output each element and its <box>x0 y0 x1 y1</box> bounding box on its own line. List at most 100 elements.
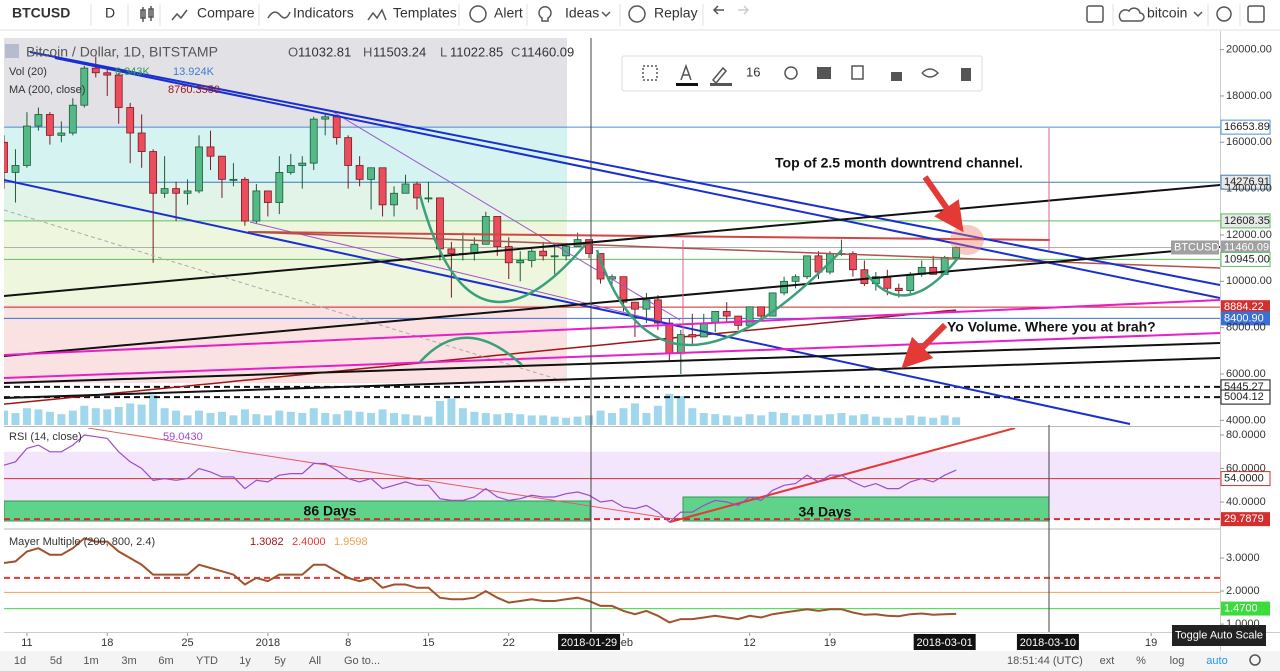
price-tag-label: 29.7879 <box>1224 513 1264 525</box>
symbol[interactable]: BTCUSD <box>12 5 70 21</box>
settings[interactable] <box>1216 6 1232 22</box>
x-marker-label: 2018-01-29 <box>561 637 617 649</box>
volume-bar <box>585 415 594 425</box>
alert-button[interactable]: Alert <box>494 5 523 21</box>
range-button[interactable]: 3m <box>121 655 136 667</box>
cloud-icon[interactable] <box>1118 7 1145 22</box>
candle-body <box>45 114 54 136</box>
candle-body <box>665 322 674 354</box>
range-button[interactable]: 5d <box>50 655 62 667</box>
indicators-icon[interactable] <box>267 11 291 19</box>
alert-icon[interactable] <box>469 5 487 23</box>
layout-dropdown[interactable] <box>1193 11 1203 18</box>
bottom-settings[interactable] <box>1249 654 1261 666</box>
volume-bar <box>848 415 857 425</box>
undo[interactable] <box>712 5 724 15</box>
range-button[interactable]: 5y <box>274 655 286 667</box>
compare-button[interactable]: Compare <box>197 5 255 21</box>
mayer-value: 1.3082 <box>250 536 284 548</box>
layout-name[interactable]: bitcoin <box>1147 5 1187 21</box>
symbol-title: Bitcoin / Dollar, 1D, BITSTAMP <box>26 44 218 60</box>
clock: 18:51:44 (UTC) <box>1007 655 1083 667</box>
volume-bar <box>860 414 869 425</box>
line-style[interactable] <box>642 65 658 81</box>
range-button[interactable]: 6m <box>158 655 173 667</box>
price-tag <box>1220 389 1271 405</box>
clone-icon[interactable] <box>851 65 864 80</box>
chart-style-icon[interactable] <box>140 6 154 22</box>
ohlc-value: 11032.81 <box>298 44 351 59</box>
settings-icon[interactable] <box>784 66 798 80</box>
volume-bar <box>447 398 456 425</box>
candle-body <box>539 250 548 257</box>
templates-icon[interactable] <box>367 8 387 21</box>
range-button[interactable]: 1y <box>239 655 251 667</box>
line-color[interactable] <box>711 66 728 85</box>
y-tick-label: 8000.00 <box>1226 322 1266 334</box>
volume-bar <box>516 414 525 425</box>
volume-bar <box>412 415 421 425</box>
volume-bar <box>217 411 226 425</box>
font-size[interactable]: 16 <box>746 64 760 79</box>
fill-icon[interactable] <box>817 67 831 79</box>
candle-body <box>332 116 341 139</box>
volume-bar <box>493 414 502 425</box>
x-tick-label: 2018 <box>256 637 280 649</box>
candle-body <box>149 151 158 194</box>
volume-bar <box>814 415 823 425</box>
volume-bar <box>286 411 295 425</box>
symbol-tag <box>1171 240 1219 255</box>
volume-legend: Vol (20) <box>9 66 47 78</box>
compare-icon[interactable] <box>171 9 188 21</box>
candle-body <box>849 253 857 271</box>
x-marker <box>913 634 976 650</box>
candle-body <box>309 118 318 164</box>
text-color[interactable] <box>680 63 692 81</box>
range-button[interactable]: All <box>309 655 321 667</box>
visibility-icon[interactable] <box>921 68 940 78</box>
replay-button[interactable]: Replay <box>654 5 698 21</box>
redo[interactable] <box>738 5 750 15</box>
replay-icon[interactable] <box>628 5 646 23</box>
candle-body <box>481 216 490 245</box>
y-tick-label: 4000.00 <box>1226 414 1266 426</box>
candle-body <box>699 322 708 338</box>
log-button[interactable]: log <box>1170 655 1185 667</box>
volume-bar <box>952 417 961 425</box>
ideas-icon[interactable] <box>538 6 552 22</box>
candle-body <box>286 165 295 173</box>
goto-button[interactable]: Go to... <box>344 655 380 667</box>
candle-body <box>80 67 89 106</box>
volume-bar <box>126 403 135 425</box>
fullscreen[interactable] <box>1086 5 1104 23</box>
snapshot[interactable] <box>1247 5 1265 23</box>
ext-button[interactable]: ext <box>1100 655 1115 667</box>
price-tag <box>1220 213 1271 229</box>
range-button[interactable]: 1m <box>83 655 98 667</box>
volume-value: 13.924K <box>173 66 215 78</box>
ideas-dropdown[interactable] <box>601 11 611 18</box>
volume-bar <box>757 415 766 425</box>
delete-icon[interactable] <box>961 68 971 81</box>
candle-body <box>252 190 261 222</box>
ideas-button[interactable]: Ideas <box>565 5 599 21</box>
x-marker <box>1016 634 1079 650</box>
candle-body <box>413 183 421 199</box>
templates-button[interactable]: Templates <box>393 5 457 21</box>
indicators-button[interactable]: Indicators <box>293 5 354 21</box>
range-button[interactable]: YTD <box>196 655 218 667</box>
auto-button[interactable]: auto <box>1206 655 1227 667</box>
ohlc-prefix: L <box>440 44 447 59</box>
candle-body <box>137 132 146 152</box>
interval[interactable]: D <box>105 5 115 21</box>
x-tick-label: 18 <box>101 637 113 649</box>
volume-bar <box>367 413 376 425</box>
candle-body <box>218 155 226 180</box>
range-button[interactable]: 1d <box>14 655 26 667</box>
percent-button[interactable]: % <box>1136 655 1146 667</box>
candle-body <box>367 167 375 180</box>
volume-value: 6.343K <box>115 66 151 78</box>
volume-bar <box>825 414 834 425</box>
lock-icon[interactable] <box>891 72 902 81</box>
x-tick-label: 11 <box>21 637 32 649</box>
